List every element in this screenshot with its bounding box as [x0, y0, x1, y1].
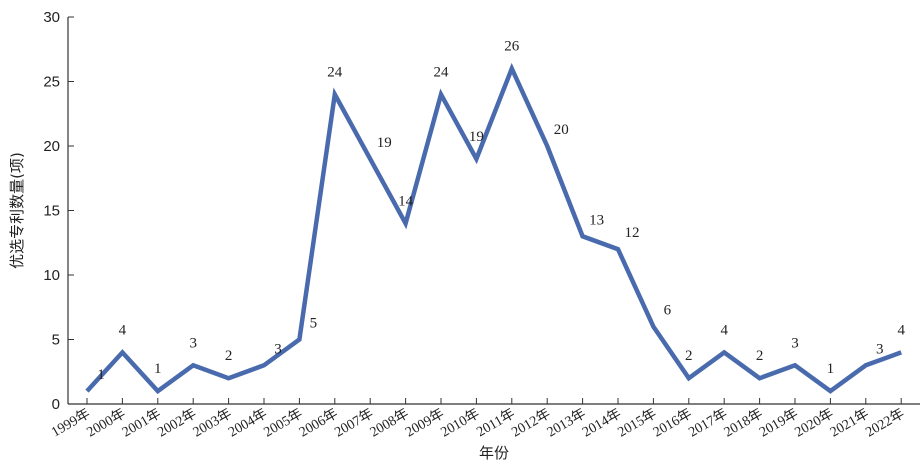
- x-tick-label: 2013年: [544, 406, 588, 441]
- y-tick-label: 30: [43, 9, 60, 26]
- x-tick-label: 2008年: [367, 406, 411, 441]
- data-label: 14: [398, 193, 414, 209]
- x-tick-label: 2009年: [403, 406, 447, 441]
- data-label: 6: [664, 303, 672, 319]
- x-tick-label: 2007年: [332, 406, 376, 441]
- data-label: 2: [225, 348, 233, 364]
- data-label: 4: [720, 322, 728, 338]
- data-label: 26: [504, 39, 520, 55]
- x-tick-label: 2019年: [757, 406, 801, 441]
- x-tick-label: 2021年: [827, 406, 871, 441]
- series-line: [85, 62, 902, 395]
- data-label: 13: [589, 212, 604, 228]
- data-label: 19: [377, 135, 392, 151]
- data-label: 12: [625, 225, 640, 241]
- data-label: 19: [469, 129, 484, 145]
- x-tick-label: 2002年: [155, 406, 199, 441]
- x-tick-label: 2020年: [792, 406, 836, 441]
- x-tick-label: 2003年: [190, 406, 234, 441]
- x-tick-label: 2006年: [296, 406, 340, 441]
- data-label: 3: [189, 335, 197, 351]
- x-tick-label: 2017年: [686, 406, 730, 441]
- x-axis-title: 年份: [479, 444, 509, 462]
- series-group: [85, 62, 902, 395]
- x-tick-label: 2005年: [261, 406, 305, 441]
- x-tick-label: 2004年: [226, 406, 270, 441]
- data-label: 5: [310, 316, 318, 332]
- data-label: 4: [119, 322, 127, 338]
- y-tick-label: 15: [43, 203, 60, 220]
- x-tick-label: 2014年: [580, 406, 624, 441]
- y-tick-label: 10: [43, 267, 60, 284]
- x-tick-label: 2016年: [650, 406, 694, 441]
- data-label: 20: [554, 122, 569, 138]
- y-tick-label: 5: [52, 332, 60, 349]
- data-label: 3: [791, 335, 799, 351]
- y-ticks: 0 5 10 15 20 25 30: [43, 9, 74, 413]
- y-tick-label: 20: [43, 138, 60, 155]
- data-label: 24: [434, 64, 450, 80]
- x-tick-label: 2018年: [721, 406, 765, 441]
- data-label: 3: [274, 341, 282, 357]
- x-tick-label: 2000年: [84, 406, 128, 441]
- data-label: 3: [876, 341, 884, 357]
- x-tick-label: 2010年: [438, 406, 482, 441]
- y-tick-label: 25: [43, 74, 60, 91]
- x-tick-label: 2011年: [474, 406, 518, 441]
- x-tick-label: 2015年: [615, 406, 659, 441]
- data-label: 2: [756, 348, 764, 364]
- y-axis: 0 5 10 15 20 25 30: [43, 9, 74, 413]
- data-label: 1: [827, 361, 835, 377]
- y-axis-title: 优选专利数量(项): [8, 152, 26, 269]
- data-label: 4: [897, 322, 905, 338]
- y-tick-label: 0: [52, 396, 60, 413]
- data-label: 24: [327, 64, 343, 80]
- x-axis: 1999年2000年2001年2002年2003年2004年2005年2006年…: [49, 398, 920, 440]
- x-tick-label: 2001年: [119, 406, 163, 441]
- data-label: 1: [154, 361, 162, 377]
- x-tick-label: 2012年: [509, 406, 553, 441]
- x-tick-label: 2022年: [863, 406, 907, 441]
- data-label: 2: [685, 348, 693, 364]
- data-label: 1: [97, 367, 105, 383]
